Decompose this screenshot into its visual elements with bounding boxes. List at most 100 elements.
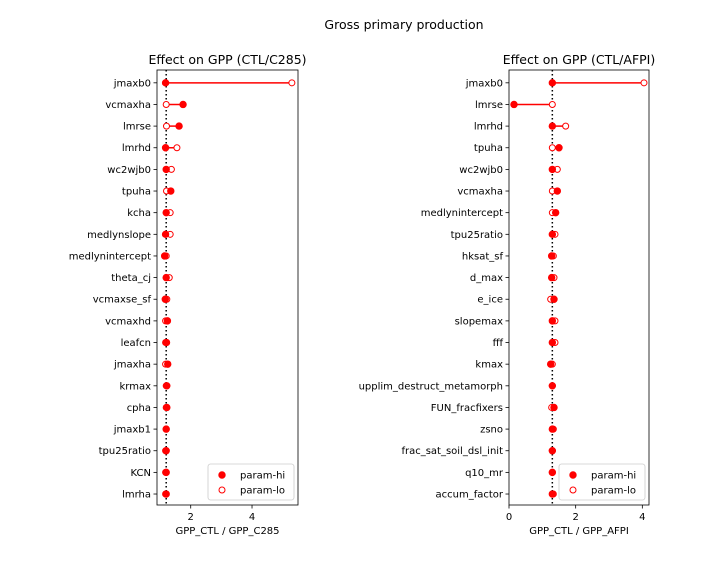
y-tick-label: fff	[493, 338, 504, 349]
panel-ctl-afpi: Effect on GPP (CTL/AFPI)jmaxb0 lmrse lmrhd…	[359, 52, 656, 537]
param-lo-point	[640, 79, 648, 87]
y-tick-label: theta_cj	[111, 273, 151, 284]
param-hi-point	[163, 382, 171, 390]
param-hi-point	[167, 187, 175, 195]
param-lo-point	[162, 100, 170, 108]
x-tick-label: 4	[249, 512, 255, 523]
legend-hi-marker	[569, 471, 577, 479]
y-tick-label: vcmaxha	[457, 187, 503, 198]
legend-box	[207, 463, 295, 501]
param-hi-point	[548, 490, 557, 498]
y-tick-label: lmrha	[122, 490, 151, 501]
plot-frame	[156, 69, 299, 506]
param-hi-point	[161, 230, 170, 239]
y-tick-label: jmaxb1	[113, 425, 151, 436]
param-hi-point	[555, 144, 563, 152]
legend: param-hi param-lo	[207, 463, 295, 501]
param-hi-point	[162, 208, 170, 217]
param-lo-point	[562, 122, 570, 130]
param-hi-point	[548, 317, 557, 325]
param-hi-point	[162, 468, 170, 477]
legend-lo-label: param-lo	[591, 486, 636, 497]
y-tick-label: cpha	[127, 403, 151, 414]
x-axis-label: GPP_CTL / GPP_C285	[175, 526, 279, 537]
param-hi-point	[160, 252, 169, 260]
y-tick-label: vcmaxhd	[105, 316, 151, 327]
param-hi-point	[162, 273, 170, 282]
param-lo-point	[288, 79, 296, 87]
y-tick-label: lmrhd	[474, 122, 503, 133]
param-hi-point	[162, 165, 170, 174]
y-tick-label: hksat_sf	[462, 251, 504, 262]
param-hi-point	[547, 252, 556, 260]
param-hi-point	[553, 187, 562, 195]
x-axis-label: GPP_CTL / GPP_AFPI	[529, 526, 629, 537]
y-tick-label: tpuha	[474, 143, 503, 154]
y-tick-label: wc2wjb0	[459, 165, 503, 176]
panel-title: Effect on GPP (CTL/AFPI)	[503, 52, 655, 67]
param-hi-point	[547, 273, 556, 282]
param-hi-point	[162, 447, 170, 455]
param-hi-point	[163, 403, 171, 412]
param-hi-point	[510, 100, 518, 109]
legend: param-hi param-lo	[558, 463, 646, 501]
legend-hi-marker	[218, 471, 226, 479]
param-hi-point	[161, 144, 170, 152]
legend-lo-marker	[218, 486, 226, 494]
panel-title: Effect on GPP (CTL/C285)	[148, 52, 306, 67]
y-tick-label: kcha	[127, 208, 151, 219]
param-hi-point	[550, 295, 558, 303]
param-hi-point	[548, 79, 557, 87]
y-tick-label: accum_factor	[436, 490, 504, 501]
plot-frame	[508, 69, 650, 506]
legend-box	[558, 463, 646, 501]
param-hi-point	[164, 360, 172, 368]
y-tick-label: jmaxb0	[113, 78, 151, 89]
param-lo-point	[163, 122, 171, 130]
x-tick-label: 0	[506, 512, 512, 523]
y-tick-label: krmax	[119, 381, 151, 392]
param-lo-point	[548, 100, 556, 108]
y-tick-label: wc2wjb0	[107, 165, 151, 176]
y-tick-label: e_ice	[477, 295, 503, 306]
y-tick-label: lmrse	[475, 100, 503, 111]
y-tick-label: tpu25ratio	[451, 230, 503, 241]
y-tick-label: medlynintercept	[421, 208, 503, 219]
y-tick-label: KCN	[131, 468, 151, 479]
param-hi-point	[162, 425, 170, 433]
param-hi-point	[163, 317, 172, 325]
param-lo-point	[173, 144, 181, 152]
legend-hi-label: param-hi	[591, 471, 636, 482]
y-tick-label: leafcn	[121, 338, 151, 349]
param-hi-point	[162, 490, 170, 498]
y-tick-label: vcmaxha	[105, 100, 151, 111]
y-tick-label: jmaxb0	[465, 78, 503, 89]
y-tick-label: slopemax	[455, 316, 503, 327]
legend-lo-marker	[569, 486, 577, 494]
param-hi-point	[162, 338, 171, 347]
y-tick-label: kmax	[475, 360, 503, 371]
y-tick-label: tpuha	[122, 187, 151, 198]
x-tick-label: 2	[572, 512, 578, 523]
param-hi-point	[175, 122, 183, 130]
legend-lo-label: param-lo	[240, 486, 285, 497]
y-tick-label: vcmaxse_sf	[93, 295, 152, 306]
x-tick-label: 2	[188, 512, 194, 523]
y-tick-label: frac_sat_soil_dsl_init	[401, 446, 503, 457]
y-tick-label: FUN_fracfixers	[431, 403, 503, 414]
y-tick-label: upplim_destruct_metamorph	[359, 381, 503, 392]
param-hi-point	[179, 100, 187, 109]
param-hi-point	[548, 447, 557, 455]
param-hi-point	[548, 425, 557, 433]
legend-hi-label: param-hi	[240, 471, 285, 482]
param-hi-point	[550, 403, 558, 412]
param-hi-point	[551, 208, 560, 217]
panel-ctl-c285: Effect on GPP (CTL/C285) jmaxb0 vcmaxha lmr…	[69, 52, 307, 537]
y-tick-label: zsno	[480, 425, 503, 436]
figure-title: Gross primary production	[324, 17, 483, 32]
y-tick-label: tpu25ratio	[99, 446, 151, 457]
param-hi-point	[161, 295, 169, 303]
y-tick-label: jmaxha	[113, 360, 151, 371]
param-hi-point	[548, 382, 557, 390]
